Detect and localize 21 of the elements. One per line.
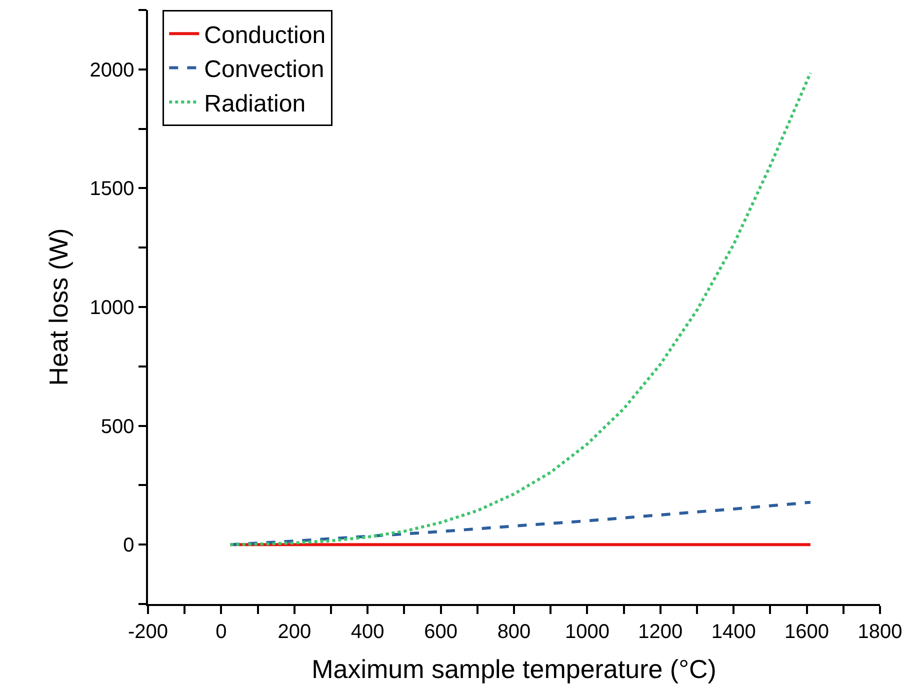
y-tick-label: 500 (100, 416, 134, 438)
x-tick-label: 0 (216, 620, 227, 643)
legend-label: Conduction (204, 22, 326, 49)
x-tick-label: -200 (128, 620, 168, 643)
legend-label: Convection (204, 56, 324, 84)
x-tick-label: 400 (350, 620, 384, 643)
y-axis-title: Heat loss (W) (44, 228, 74, 386)
x-tick-label: 1600 (784, 620, 830, 643)
y-tick-label: 1500 (90, 178, 134, 200)
x-tick-label: 1400 (711, 620, 756, 643)
x-tick-label: 1000 (564, 620, 610, 643)
x-tick-label: 1200 (638, 620, 683, 643)
y-tick-label: 1000 (90, 297, 134, 319)
legend-label: Radiation (204, 90, 306, 118)
x-axis-title: Maximum sample temperature (°C) (312, 654, 716, 684)
x-tick-label: 1800 (858, 620, 902, 643)
x-tick-label: 800 (497, 620, 531, 643)
y-tick-label: 0 (123, 534, 134, 557)
x-tick-label: 600 (424, 620, 458, 643)
y-tick-label: 2000 (90, 59, 134, 82)
x-tick-label: 200 (278, 620, 312, 643)
